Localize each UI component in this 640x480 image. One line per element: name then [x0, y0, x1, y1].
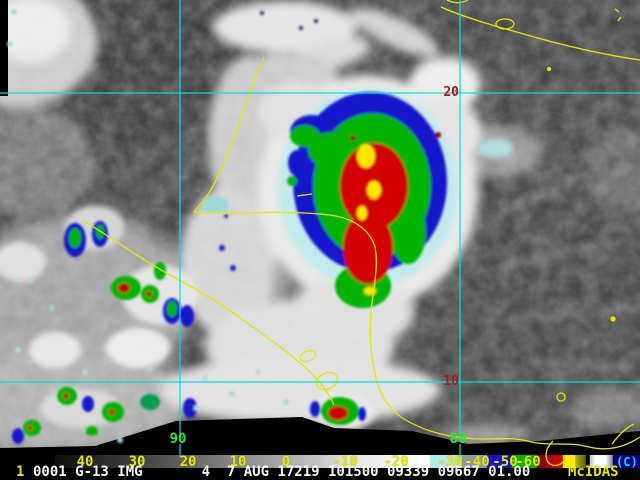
- isla-juventud: [495, 18, 515, 30]
- grid-labels: 20 10 90 80: [170, 85, 467, 447]
- scan-edge-margin: [0, 0, 8, 96]
- lat-label-20n: 20: [443, 85, 459, 100]
- cuba-coastline: [440, 6, 640, 61]
- colorbar-label: 20: [179, 454, 197, 470]
- colorbar-label: -30: [437, 454, 463, 470]
- enhancement-scattered-cells: [7, 9, 366, 444]
- infrared-cloud-field: [0, 0, 640, 455]
- colorbar-label: 0: [281, 454, 291, 470]
- scan-edge-bottom: [0, 417, 640, 455]
- colorbar-label: 30: [128, 454, 146, 470]
- colorbar-label: -20: [383, 454, 409, 470]
- colorbar-label: -60: [515, 454, 541, 470]
- pacific-coastline: [83, 220, 335, 406]
- lat-label-10n: 10: [443, 374, 459, 389]
- enhancement-storm-core: [287, 92, 447, 308]
- cuba-north-coast: [446, 0, 469, 4]
- panama-coast-hook: [545, 440, 566, 467]
- latlon-grid: [0, 0, 640, 457]
- colombia-coast-branch: [611, 423, 635, 445]
- colorbar-label: 40: [76, 454, 94, 470]
- yucatan-centralamerica-coastline: [192, 56, 640, 450]
- frame-number: 1: [16, 464, 25, 480]
- cayman-island: [546, 66, 552, 72]
- temperature-colorbar: 40 30 20 10 0 -10 -20 -30 -40 -50 -60 (C…: [0, 454, 640, 470]
- cays-islets: [614, 8, 622, 22]
- island-outline: [556, 392, 566, 402]
- mcidas-brand-label: McIDAS: [568, 464, 619, 480]
- lake-managua: [299, 349, 317, 363]
- san-andres-island: [610, 316, 616, 322]
- image-info-text: 0001 G-13 IMG 4 7 AUG 17219 101500 09339…: [33, 464, 531, 480]
- copyright-label: (C): [616, 455, 638, 469]
- lon-label-80w: 80: [450, 431, 467, 447]
- lake-nicaragua: [315, 371, 339, 391]
- lon-label-90w: 90: [170, 431, 187, 447]
- colorbar-label: 10: [229, 454, 247, 470]
- status-line: 1 0001 G-13 IMG 4 7 AUG 17219 101500 093…: [0, 464, 640, 480]
- colorbar-label: -50: [492, 454, 518, 470]
- colorbar-label: -40: [464, 454, 490, 470]
- bay-islands: [296, 193, 313, 197]
- coastline-overlay: [83, 0, 640, 467]
- colorbar-label: -10: [332, 454, 358, 470]
